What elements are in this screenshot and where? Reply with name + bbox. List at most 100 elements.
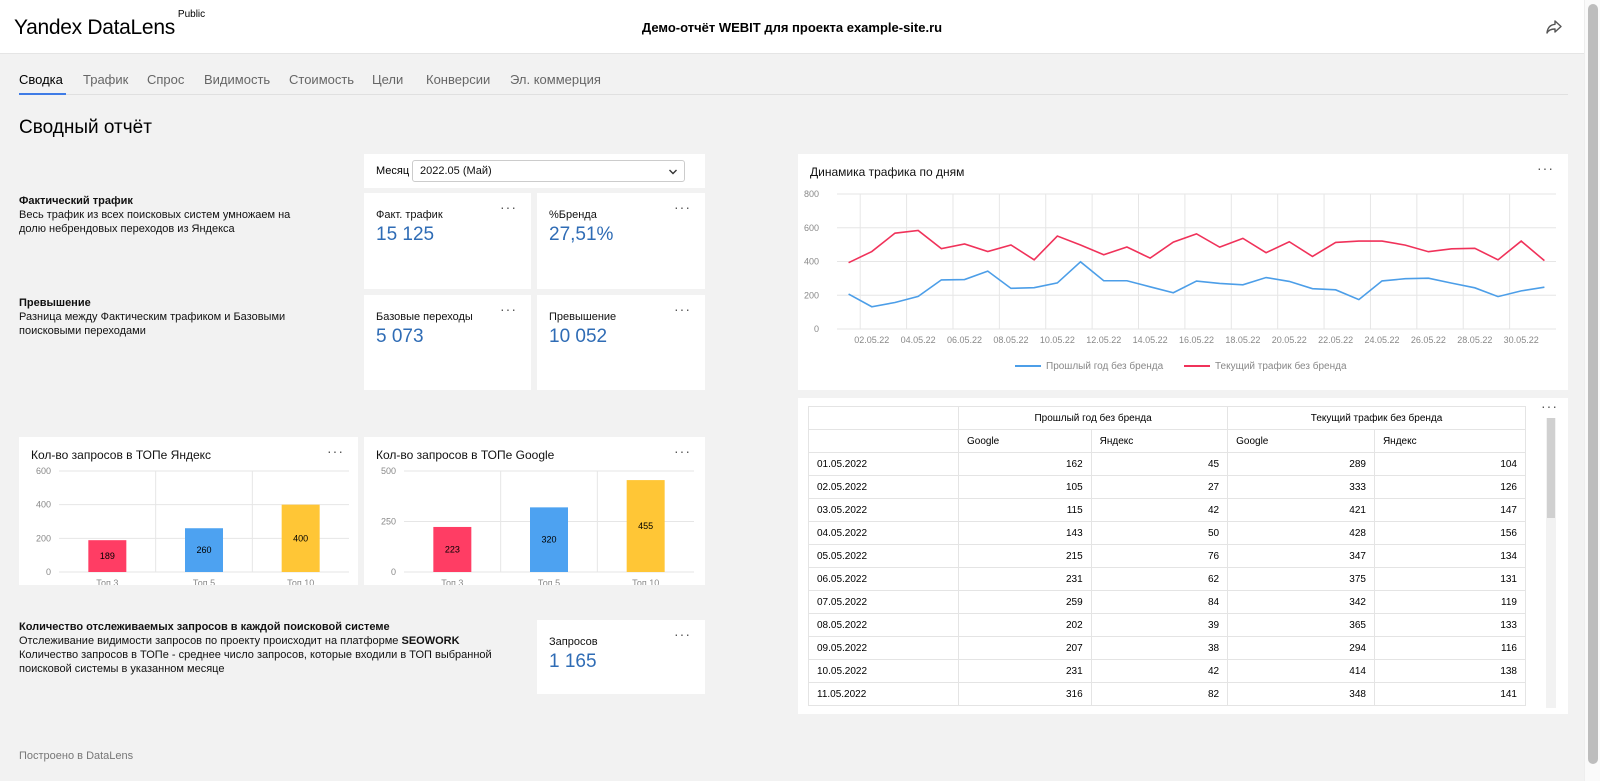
bar-топ-3[interactable]: [88, 540, 127, 572]
tab-ecommerce[interactable]: Эл. коммерция: [510, 72, 601, 87]
bar-топ-3[interactable]: [433, 526, 472, 572]
more-dots-icon[interactable]: ···: [674, 626, 691, 642]
more-dots-icon[interactable]: ···: [674, 443, 691, 459]
x-tick-label: 16.05.22: [1179, 335, 1214, 345]
logo-badge: Public: [177, 9, 206, 20]
legend-label[interactable]: Прошлый год без бренда: [1046, 360, 1164, 372]
table-value-cell: 39: [1090, 613, 1229, 637]
table-value-cell: 42: [1090, 498, 1229, 522]
table-value-cell: 42: [1090, 659, 1229, 683]
table-value-cell: 116: [1373, 636, 1527, 660]
bar-топ-5[interactable]: [185, 528, 223, 572]
y-tick-label: 250: [381, 517, 396, 527]
tab-conversions[interactable]: Конверсии: [426, 72, 491, 87]
table-date-cell: 01.05.2022: [808, 452, 959, 476]
kpi-value: 10 052: [549, 326, 608, 347]
kpi-label: Базовые переходы: [376, 311, 473, 323]
table-row[interactable]: 04.05.2022 143 50 428 156: [808, 521, 1527, 545]
kpi-card-brand-share: ··· %Бренда 27,51%: [537, 193, 705, 289]
table-row[interactable]: 09.05.2022 207 38 294 116: [808, 636, 1527, 660]
x-tick-label: 10.05.22: [1040, 335, 1075, 345]
kpi-value: 15 125: [376, 224, 435, 245]
kpi-card-requests: ··· Запросов 1 165: [537, 620, 705, 694]
table-group-header: Текущий трафик без бренда: [1227, 406, 1526, 430]
page-scrollbar-thumb[interactable]: [1588, 4, 1598, 764]
table-value-cell: 231: [958, 659, 1092, 683]
tab-traffic[interactable]: Трафик: [83, 72, 129, 87]
more-dots-icon[interactable]: ···: [327, 443, 344, 459]
x-tick-label: 26.05.22: [1411, 335, 1446, 345]
bar-data-label: 260: [196, 545, 211, 555]
table-date-cell: 09.05.2022: [808, 636, 959, 660]
table-value-cell: 62: [1090, 567, 1229, 591]
x-tick-label: Топ 10: [632, 578, 659, 585]
more-dots-icon[interactable]: ···: [1541, 398, 1558, 414]
x-tick-label: 28.05.22: [1457, 335, 1492, 345]
more-dots-icon[interactable]: ···: [1537, 160, 1554, 176]
month-filter-label: Месяц: [376, 165, 410, 177]
table-row[interactable]: 03.05.2022 115 42 421 147: [808, 498, 1527, 522]
table-value-cell: 82: [1090, 682, 1229, 706]
bar-топ-10[interactable]: [626, 480, 665, 572]
table-value-cell: 131: [1373, 567, 1527, 591]
tab-svodka[interactable]: Сводка: [19, 72, 66, 95]
table-scrollbar-thumb[interactable]: [1547, 418, 1555, 518]
bar-топ-5[interactable]: [530, 507, 568, 572]
tab-cost[interactable]: Стоимость: [289, 72, 355, 87]
kpi-card-fact-traffic: ··· Факт. трафик 15 125: [364, 193, 531, 289]
series-line-1[interactable]: [848, 229, 1545, 264]
table-date-cell: 04.05.2022: [808, 521, 959, 545]
table-sub-header: Яндекс: [1373, 429, 1527, 453]
series-line-0[interactable]: [848, 260, 1545, 308]
table-row[interactable]: 06.05.2022 231 62 375 131: [808, 567, 1527, 591]
more-dots-icon[interactable]: ···: [500, 199, 517, 215]
tab-bar: Сводка Трафик Спрос Видимость Стоимость …: [19, 56, 1568, 95]
more-dots-icon[interactable]: ···: [674, 301, 691, 317]
table-corner-cell: [808, 429, 959, 453]
chart-title: Динамика трафика по дням: [810, 165, 965, 179]
table-row[interactable]: 05.05.2022 215 76 347 134: [808, 544, 1527, 568]
table-row[interactable]: 10.05.2022 231 42 414 138: [808, 659, 1527, 683]
more-dots-icon[interactable]: ···: [674, 199, 691, 215]
table-value-cell: 421: [1227, 498, 1375, 522]
table-row[interactable]: 01.05.2022 162 45 289 104: [808, 452, 1527, 476]
kpi-value: 1 165: [549, 651, 597, 672]
y-tick-label: 600: [804, 223, 819, 233]
table-value-cell: 143: [958, 521, 1092, 545]
page-scrollbar[interactable]: [1584, 0, 1600, 781]
month-select-value: 2022.05 (Май): [420, 165, 492, 177]
page-heading: Сводный отчёт: [19, 117, 152, 138]
table-value-cell: 27: [1090, 475, 1229, 499]
x-tick-label: Топ 3: [96, 578, 118, 585]
traffic-table: Прошлый год без бренда Текущий трафик бе…: [808, 406, 1527, 706]
share-icon[interactable]: [1544, 17, 1564, 37]
more-dots-icon[interactable]: ···: [500, 301, 517, 317]
table-group-header: Прошлый год без бренда: [957, 406, 1229, 430]
y-tick-label: 400: [804, 257, 819, 267]
table-value-cell: 414: [1227, 659, 1375, 683]
table-value-cell: 141: [1373, 682, 1527, 706]
table-sub-header: Google: [1227, 429, 1375, 453]
logo[interactable]: Yandex DataLensPublic: [14, 9, 205, 40]
table-value-cell: 347: [1227, 544, 1375, 568]
table-value-cell: 207: [958, 636, 1092, 660]
table-scrollbar[interactable]: [1546, 418, 1556, 708]
y-tick-label: 400: [36, 500, 51, 510]
table-value-cell: 147: [1373, 498, 1527, 522]
table-value-cell: 316: [958, 682, 1092, 706]
table-row[interactable]: 02.05.2022 105 27 333 126: [808, 475, 1527, 499]
tab-visibility[interactable]: Видимость: [204, 72, 271, 87]
table-value-cell: 84: [1090, 590, 1229, 614]
month-select[interactable]: 2022.05 (Май): [412, 160, 685, 182]
bar-топ-10[interactable]: [281, 504, 320, 572]
table-value-cell: 231: [958, 567, 1092, 591]
table-row[interactable]: 11.05.2022 316 82 348 141: [808, 682, 1527, 706]
legend-label[interactable]: Текущий трафик без бренда: [1215, 360, 1347, 372]
table-value-cell: 76: [1090, 544, 1229, 568]
table-date-cell: 02.05.2022: [808, 475, 959, 499]
table-row[interactable]: 07.05.2022 259 84 342 119: [808, 590, 1527, 614]
table-value-cell: 375: [1227, 567, 1375, 591]
tab-demand[interactable]: Спрос: [147, 72, 185, 87]
table-row[interactable]: 08.05.2022 202 39 365 133: [808, 613, 1527, 637]
tab-goals[interactable]: Цели: [372, 72, 404, 87]
